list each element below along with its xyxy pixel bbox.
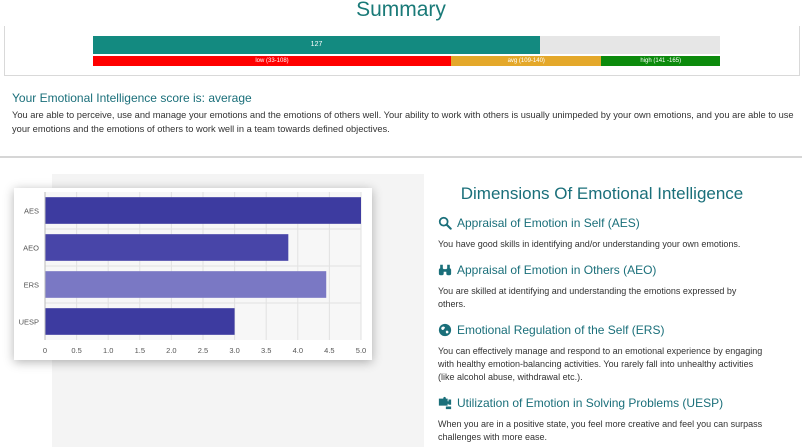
- dimension-title: Utilization of Emotion in Solving Proble…: [457, 396, 724, 410]
- dimensions-chart-card: 0 0.5 1.0 1.5 2.0 2.5 3.0 3.5 4.0 4.5 5.0 AES AEO ERS…: [14, 188, 372, 360]
- dimension-description: You have good skills in identifying and/…: [438, 239, 741, 249]
- score-progress-fill: 127: [93, 36, 541, 54]
- binoculars-icon: [438, 264, 452, 276]
- score-range-segment: high (141 -165): [601, 56, 720, 66]
- dimension-title: Emotional Regulation of the Self (ERS): [457, 323, 665, 337]
- puzzle-icon: [438, 396, 452, 410]
- dimension-title: Appraisal of Emotion in Self (AES): [457, 216, 640, 230]
- chart-category-label: AEO: [23, 244, 39, 253]
- chart-tick-label: 1.0: [103, 346, 113, 355]
- dimension-description: When you are in a positive state, you fe…: [438, 419, 763, 442]
- score-range-segment: low (33-108): [93, 56, 452, 66]
- dimension-ers: Emotional Regulation of the Self (ERS) Y…: [438, 323, 766, 384]
- dimension-title: Appraisal of Emotion in Others (AEO): [457, 263, 657, 277]
- chart-tick-label: 1.5: [135, 346, 145, 355]
- magnifier-icon: [438, 216, 452, 230]
- chart-bar-ers: [45, 271, 327, 298]
- chart-tick-label: 5.0: [356, 346, 366, 355]
- chart-tick-label: 2.0: [166, 346, 176, 355]
- section-divider: [0, 156, 802, 158]
- dimension-aeo: Appraisal of Emotion in Others (AEO) You…: [438, 263, 766, 311]
- chart-category-label: UESP: [19, 318, 39, 327]
- dimension-aes: Appraisal of Emotion in Self (AES) You h…: [438, 216, 766, 251]
- chart-category-label: AES: [24, 207, 39, 216]
- score-range-segment: avg (109-140): [451, 56, 602, 66]
- chart-category-label: ERS: [24, 281, 39, 290]
- chart-tick-label: 3.0: [229, 346, 239, 355]
- dimension-uesp: Utilization of Emotion in Solving Proble…: [438, 396, 766, 444]
- dimensions-title: Dimensions Of Emotional Intelligence: [460, 184, 744, 203]
- chart-tick-label: 2.5: [198, 346, 208, 355]
- globe-icon: [438, 323, 452, 337]
- dimensions-section: Dimensions Of Emotional Intelligence App…: [424, 174, 780, 447]
- chart-bar-uesp: [45, 308, 235, 335]
- dimensions-bar-chart: 0 0.5 1.0 1.5 2.0 2.5 3.0 3.5 4.0 4.5 5.0 AES AEO ERS…: [19, 192, 366, 355]
- chart-tick-label: 4.0: [293, 346, 303, 355]
- score-card: 127 low (33-108) avg (109-140) high (141 -…: [4, 26, 800, 76]
- summary-title: Summary: [356, 0, 446, 21]
- dimension-description: You can effectively manage and respond t…: [438, 346, 763, 382]
- score-progress-track: 127: [93, 36, 720, 54]
- result-title: Your Emotional Intelligence score is: av…: [12, 91, 252, 105]
- chart-bar-aeo: [45, 234, 289, 261]
- result-description: You are able to perceive, use and manage…: [12, 110, 794, 134]
- dimension-description: You are skilled at identifying and under…: [438, 286, 737, 309]
- chart-bar-aes: [45, 197, 361, 224]
- chart-tick-label: 3.5: [261, 346, 271, 355]
- score-range-bar: low (33-108) avg (109-140) high (141 -165): [93, 56, 720, 66]
- chart-tick-label: 0: [43, 346, 47, 355]
- chart-tick-label: 4.5: [324, 346, 334, 355]
- chart-tick-label: 0.5: [71, 346, 81, 355]
